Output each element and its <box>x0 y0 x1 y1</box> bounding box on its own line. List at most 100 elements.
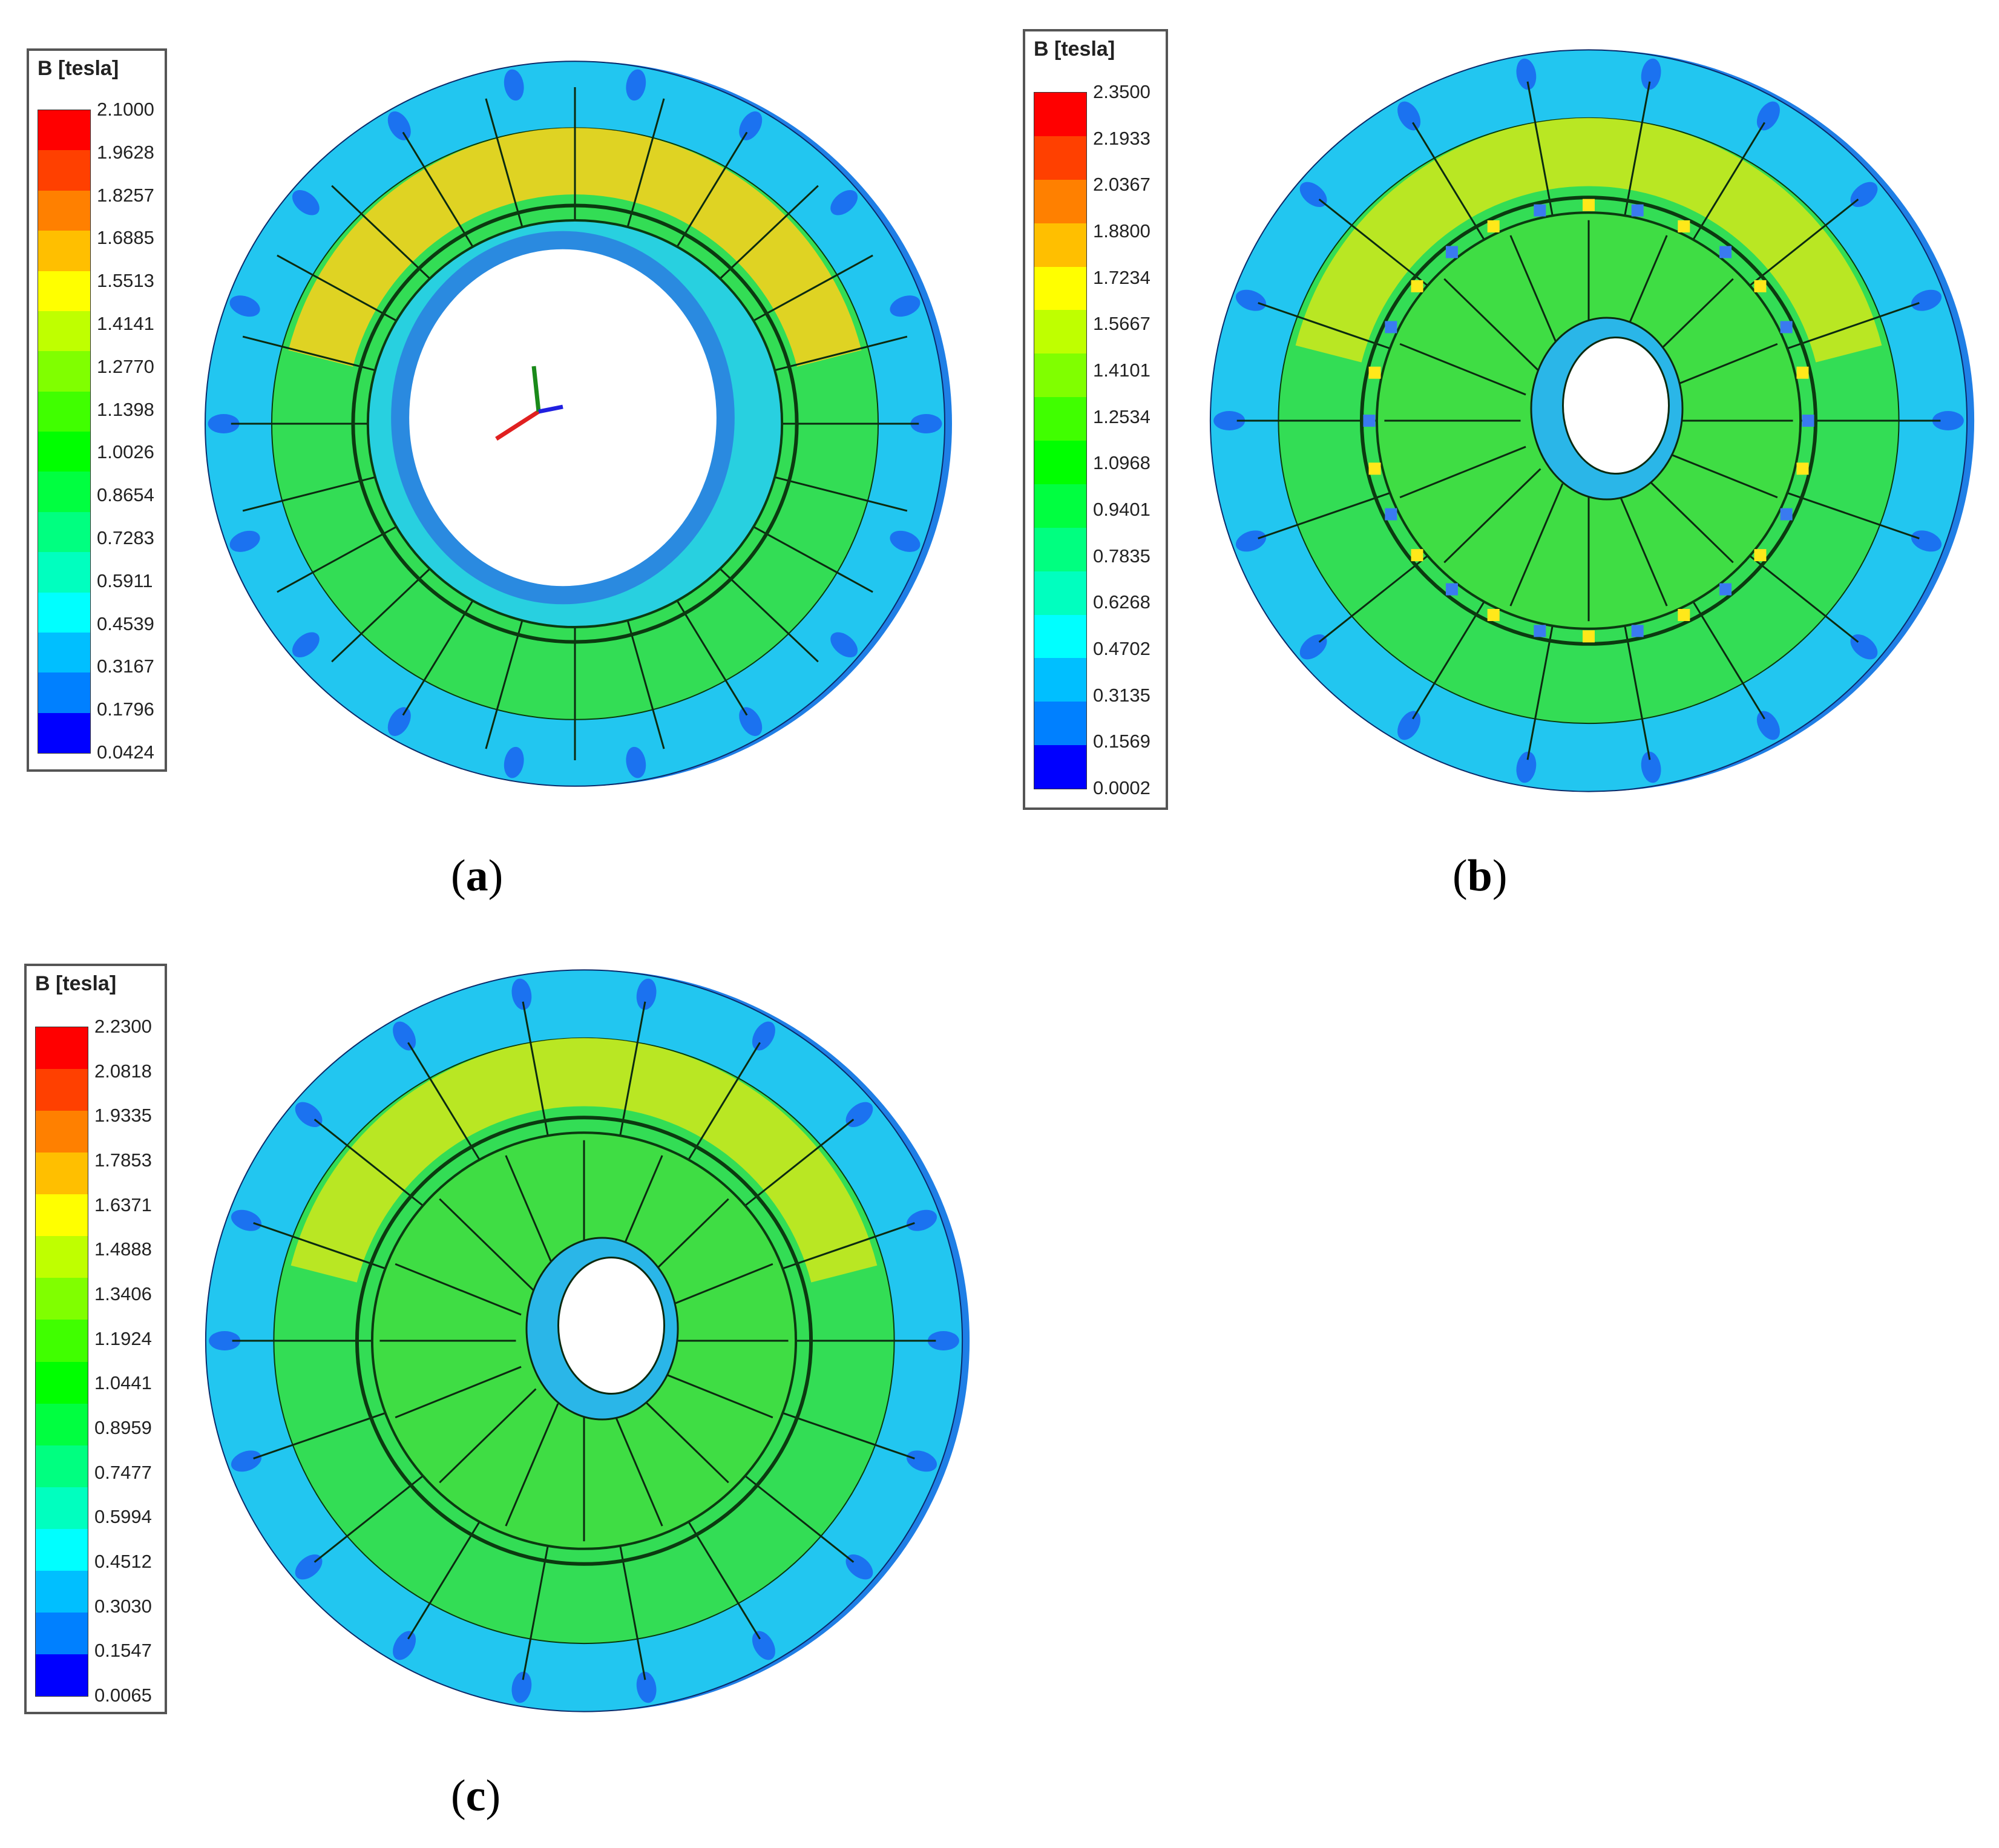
flux-density-plot-b <box>1209 49 1975 792</box>
slot-edge <box>1258 302 1394 350</box>
slot-edge <box>253 1411 389 1459</box>
legend-tick-label: 1.2770 <box>97 355 154 377</box>
low-field-spot <box>231 1209 262 1231</box>
air-gap-ring <box>351 203 799 644</box>
caption-c: (c) <box>451 1771 501 1821</box>
legend-tick-label: 0.7477 <box>94 1461 152 1483</box>
magnet-segment <box>1754 280 1767 292</box>
legend-tick-label: 0.4702 <box>1093 638 1150 659</box>
magnet-segment <box>1487 609 1500 622</box>
slot-edge <box>1526 625 1554 760</box>
slot-edge <box>331 185 432 281</box>
legend-tick-label: 0.0002 <box>1093 777 1150 798</box>
slot-edge <box>277 254 399 323</box>
ramp-swatch <box>1034 179 1086 223</box>
ramp-swatch <box>38 632 90 673</box>
magnet-segment <box>1802 415 1814 427</box>
low-field-spot <box>208 414 240 433</box>
legend-tick-label: 1.7234 <box>1093 266 1150 288</box>
rotor-spoke <box>1443 468 1541 564</box>
color-ramp-b <box>1034 92 1087 789</box>
ramp-swatch <box>38 311 90 352</box>
ramp-swatch <box>1034 353 1086 398</box>
ramp-swatch <box>36 1194 88 1237</box>
ramp-swatch <box>36 1487 88 1529</box>
ramp-swatch <box>36 1236 88 1278</box>
low-field-spot <box>626 746 646 778</box>
legend-tick-label: 1.8800 <box>1093 220 1150 242</box>
slot-edge <box>1747 199 1859 288</box>
low-field-spot <box>292 190 320 215</box>
slot-edge <box>407 1520 481 1640</box>
low-field-spot <box>1516 58 1537 90</box>
legend-tick-label: 1.8257 <box>97 184 154 206</box>
magnet-segment <box>1719 583 1732 596</box>
legend-tick-label: 2.3500 <box>1093 81 1150 102</box>
magnet-segment <box>1385 321 1397 334</box>
slot-edge <box>242 335 379 372</box>
low-field-spot <box>1641 58 1661 90</box>
slot-edge <box>1258 491 1394 539</box>
caption-b: (b) <box>1452 851 1508 901</box>
legend-tick-label: 0.0424 <box>97 742 154 763</box>
magnet-segment <box>1796 462 1809 475</box>
ramp-swatch <box>38 712 90 753</box>
low-field-spot <box>209 1331 241 1350</box>
panel-b: B [tesla] 2.3500 2.1933 2.0367 1.8800 1.7234… <box>999 0 1999 908</box>
low-field-spot <box>393 1631 416 1660</box>
slot-edge <box>675 131 748 248</box>
ramp-swatch <box>38 592 90 633</box>
legend-tick-label: 1.5667 <box>1093 313 1150 335</box>
legend-tick-label: 1.4888 <box>94 1238 152 1260</box>
ramp-swatch <box>38 552 90 593</box>
magnet-segment <box>1583 630 1595 643</box>
slot-edge <box>743 1473 855 1563</box>
ramp-swatch <box>38 472 90 512</box>
slot-edge <box>277 524 399 593</box>
ramp-swatch <box>1034 484 1086 528</box>
low-field-spot <box>229 295 260 317</box>
magnet-segment <box>1754 549 1767 562</box>
legend-tick-label: 2.2300 <box>94 1016 152 1037</box>
slot-edge <box>253 1222 389 1271</box>
low-field-spot <box>292 632 320 657</box>
slot-edge <box>1412 600 1486 720</box>
ramp-swatch <box>1034 441 1086 484</box>
ramp-swatch <box>36 1403 88 1445</box>
slot-edge <box>626 620 665 749</box>
slot-edge <box>779 1222 915 1271</box>
legend-tick-label: 0.4512 <box>94 1551 152 1572</box>
legend-tick-label: 0.3167 <box>97 656 154 677</box>
magnet-segment <box>1445 246 1458 258</box>
legend-tick-label: 0.8654 <box>97 484 154 506</box>
ramp-swatch <box>38 150 90 191</box>
rotor-spoke <box>1636 468 1734 564</box>
ramp-swatch <box>36 1153 88 1195</box>
low-field-spot <box>739 111 763 140</box>
caption-a: (a) <box>451 851 504 901</box>
low-field-spot <box>890 295 921 317</box>
ramp-swatch <box>36 1069 88 1111</box>
rotor-spoke <box>631 1388 729 1484</box>
magnet-segment <box>1796 366 1809 379</box>
legend-tick-label: 0.9401 <box>1093 499 1150 520</box>
slot-edge <box>771 335 908 372</box>
rotor-spoke <box>1613 483 1668 607</box>
magnet-segment <box>1631 204 1644 217</box>
legend-title-b: B [tesla] <box>1034 38 1115 61</box>
low-field-spot <box>229 530 260 552</box>
legend-tick-label: 2.0818 <box>94 1060 152 1082</box>
magnet-segment <box>1678 220 1690 232</box>
slot-edge <box>1747 553 1859 643</box>
ramp-swatch <box>36 1111 88 1153</box>
low-field-spot <box>910 414 942 433</box>
legend-tick-label: 2.1933 <box>1093 127 1150 149</box>
slot-edge <box>485 620 524 749</box>
ramp-swatch <box>1034 571 1086 615</box>
magnet-segment <box>1445 583 1458 596</box>
flux-density-plot-c <box>205 969 970 1712</box>
rotor-bore <box>391 231 735 605</box>
slot-edge <box>718 185 819 281</box>
ramp-swatch <box>38 271 90 311</box>
legend-tick-label: 0.7283 <box>97 527 154 548</box>
